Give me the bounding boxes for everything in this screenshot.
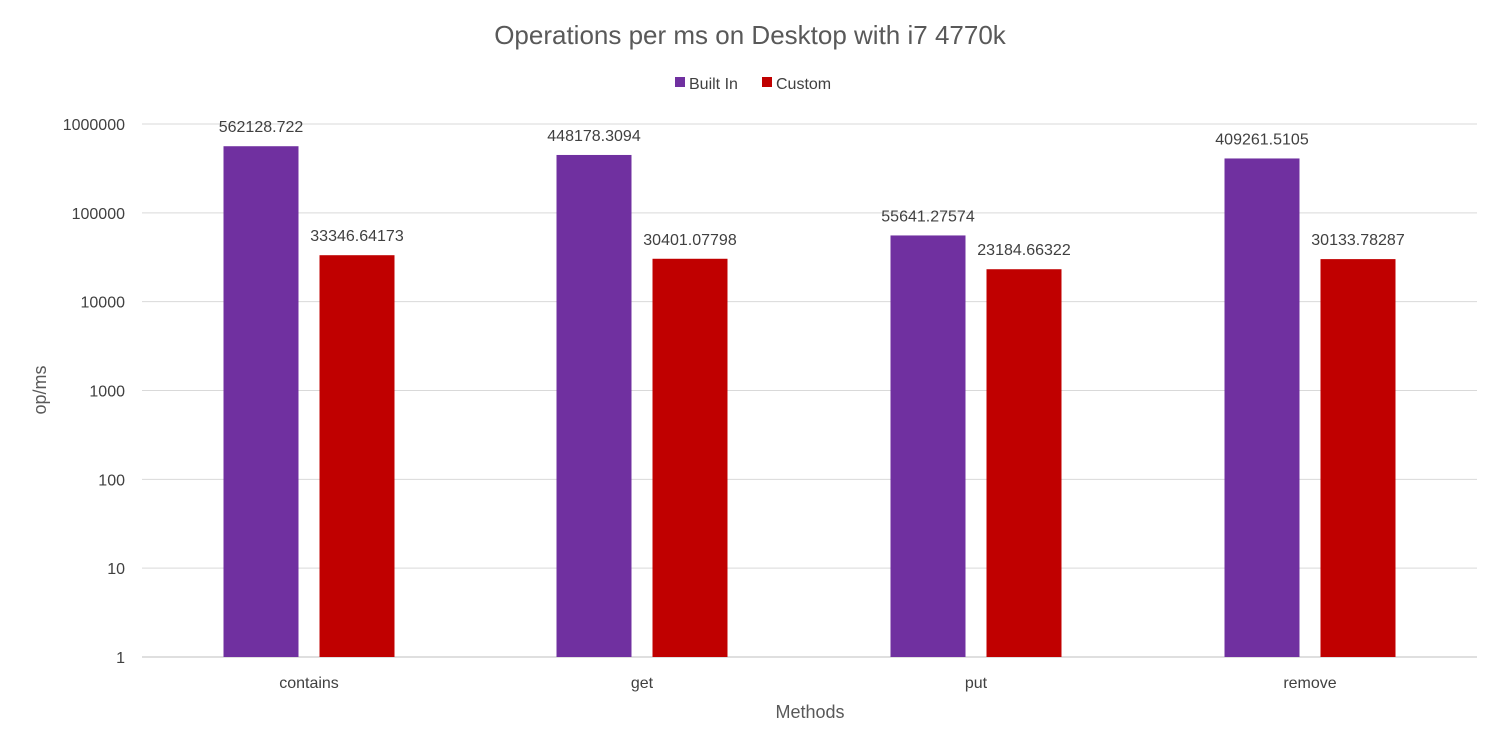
legend-label: Custom xyxy=(776,76,831,93)
legend-swatch xyxy=(762,77,772,87)
y-axis-ticks: 1 10 100 1000 10000 100000 1000000 xyxy=(63,117,125,667)
legend: Built In Custom xyxy=(675,76,831,93)
legend-label: Built In xyxy=(689,76,738,93)
x-category-label: get xyxy=(631,675,654,692)
bar-custom-contains xyxy=(319,255,395,657)
data-label: 33346.64173 xyxy=(310,228,404,245)
data-label: 30401.07798 xyxy=(643,232,737,249)
y-tick-label: 10 xyxy=(107,561,125,578)
bar-custom-put xyxy=(986,269,1062,657)
y-tick-label: 1000 xyxy=(89,384,125,401)
y-tick-label: 1000000 xyxy=(63,117,125,134)
y-tick-label: 1 xyxy=(116,650,125,667)
chart-title: Operations per ms on Desktop with i7 477… xyxy=(494,20,1007,50)
bar-built-in-remove xyxy=(1224,158,1300,657)
data-label: 23184.66322 xyxy=(977,242,1071,259)
y-axis-title: op/ms xyxy=(30,365,50,414)
x-category-label: put xyxy=(965,675,988,692)
data-labels: 562128.722 33346.64173 448178.3094 30401.07… xyxy=(219,119,1405,259)
bar-built-in-put xyxy=(890,235,966,657)
x-axis-title: Methods xyxy=(775,702,844,722)
x-category-label: remove xyxy=(1283,675,1336,692)
x-axis-categories: contains get put remove xyxy=(279,675,1337,692)
y-tick-label: 100000 xyxy=(72,206,125,223)
legend-swatch xyxy=(675,77,685,87)
data-label: 562128.722 xyxy=(219,119,304,136)
bar-custom-remove xyxy=(1320,259,1396,657)
y-tick-label: 10000 xyxy=(81,295,126,312)
data-label: 409261.5105 xyxy=(1215,131,1309,148)
bars xyxy=(223,146,1396,658)
x-category-label: contains xyxy=(279,675,339,692)
bar-custom-get xyxy=(652,258,728,657)
data-label: 30133.78287 xyxy=(1311,232,1405,249)
bar-built-in-contains xyxy=(223,146,299,658)
bar-built-in-get xyxy=(556,154,632,658)
data-label: 55641.27574 xyxy=(881,208,975,225)
y-tick-label: 100 xyxy=(98,472,125,489)
data-label: 448178.3094 xyxy=(547,128,641,145)
